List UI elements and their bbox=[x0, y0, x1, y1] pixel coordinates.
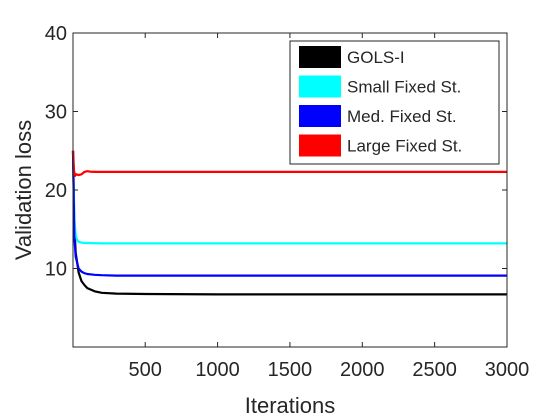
x-axis-label: Iterations bbox=[245, 393, 336, 418]
legend-swatch-3 bbox=[299, 134, 341, 157]
legend-label-1: Small Fixed St. bbox=[347, 78, 461, 97]
y-tick-label: 40 bbox=[45, 23, 67, 45]
y-axis-label: Validation loss bbox=[11, 120, 36, 260]
x-tick-label: 500 bbox=[129, 359, 162, 381]
x-tick-label: 2000 bbox=[340, 359, 385, 381]
series-line-2 bbox=[71, 150, 507, 277]
y-tick-label: 10 bbox=[45, 259, 67, 281]
x-tick-label: 2500 bbox=[412, 359, 457, 381]
ticks-layer: 500 1000 1500 2000 2500 3000 10 20 30 40 bbox=[45, 23, 530, 381]
y-tick-label: 30 bbox=[45, 102, 67, 124]
legend-swatch-0 bbox=[299, 46, 341, 68]
x-tick-label: 1000 bbox=[195, 359, 240, 381]
series-line-3 bbox=[71, 150, 507, 177]
legend-swatch-1 bbox=[299, 75, 341, 98]
legend-label-0: GOLS-I bbox=[347, 48, 405, 67]
legend-label-3: Large Fixed St. bbox=[347, 137, 462, 156]
x-tick-label: 3000 bbox=[485, 359, 530, 381]
y-tick-label: 20 bbox=[45, 180, 67, 202]
legend: GOLS-I Small Fixed St. Med. Fixed St. Large… bbox=[289, 40, 500, 165]
series-line-1 bbox=[71, 150, 507, 245]
legend-label-2: Med. Fixed St. bbox=[347, 107, 457, 126]
legend-swatch-2 bbox=[299, 105, 341, 127]
x-tick-label: 1500 bbox=[268, 359, 313, 381]
series-layer bbox=[71, 150, 507, 296]
